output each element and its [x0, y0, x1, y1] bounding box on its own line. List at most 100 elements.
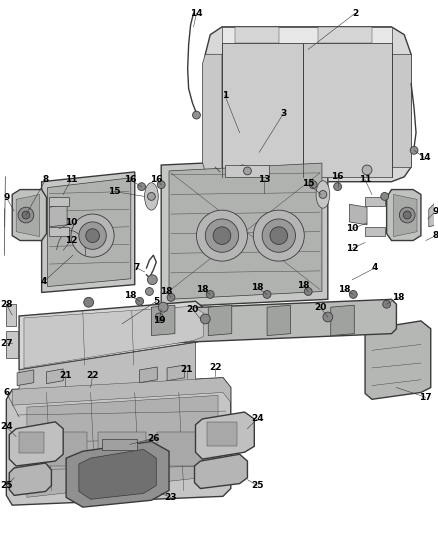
Text: 18: 18 — [297, 281, 310, 290]
Polygon shape — [66, 441, 169, 507]
Text: 14: 14 — [190, 9, 203, 18]
Polygon shape — [27, 395, 218, 497]
Text: 18: 18 — [251, 283, 264, 292]
Polygon shape — [24, 306, 203, 368]
Bar — [365, 197, 385, 206]
Bar — [207, 422, 237, 446]
Circle shape — [148, 192, 155, 200]
Polygon shape — [222, 43, 303, 177]
Text: 18: 18 — [338, 285, 351, 294]
Text: 26: 26 — [147, 434, 159, 443]
Text: 18: 18 — [160, 287, 172, 296]
Polygon shape — [167, 365, 185, 381]
Text: 22: 22 — [209, 364, 221, 373]
Polygon shape — [79, 449, 156, 499]
Circle shape — [167, 294, 175, 301]
Polygon shape — [303, 43, 392, 177]
Circle shape — [136, 297, 144, 305]
Circle shape — [350, 290, 357, 298]
Text: 17: 17 — [420, 393, 432, 402]
Polygon shape — [49, 204, 67, 227]
Bar — [102, 439, 137, 450]
Polygon shape — [12, 190, 46, 240]
Text: 1: 1 — [222, 91, 228, 100]
Text: 25: 25 — [0, 481, 13, 490]
Text: 9: 9 — [432, 207, 438, 216]
Text: 12: 12 — [346, 244, 359, 253]
Circle shape — [71, 214, 114, 257]
Circle shape — [270, 227, 288, 245]
Circle shape — [304, 288, 312, 295]
Text: 11: 11 — [359, 175, 371, 184]
Circle shape — [362, 165, 372, 175]
Circle shape — [244, 167, 251, 175]
Circle shape — [197, 210, 247, 261]
Text: 6: 6 — [3, 388, 10, 397]
Polygon shape — [19, 301, 205, 370]
Bar — [49, 197, 69, 206]
Polygon shape — [318, 27, 372, 43]
Text: 16: 16 — [332, 172, 344, 181]
Ellipse shape — [145, 183, 158, 210]
Text: 2: 2 — [352, 9, 358, 18]
Circle shape — [334, 183, 342, 190]
Text: 28: 28 — [0, 300, 13, 309]
Polygon shape — [235, 27, 279, 43]
Circle shape — [22, 211, 30, 219]
Polygon shape — [169, 163, 322, 300]
Polygon shape — [19, 343, 195, 391]
Polygon shape — [331, 305, 354, 336]
Polygon shape — [46, 369, 63, 384]
Circle shape — [213, 227, 231, 245]
Bar — [99, 432, 145, 466]
Bar — [157, 432, 204, 466]
Text: 18: 18 — [196, 285, 208, 294]
Text: 3: 3 — [281, 109, 287, 118]
Text: 20: 20 — [187, 305, 199, 313]
Circle shape — [262, 219, 296, 252]
Circle shape — [145, 288, 153, 295]
Text: 7: 7 — [134, 263, 140, 272]
Polygon shape — [194, 454, 247, 489]
Text: 23: 23 — [165, 493, 177, 502]
Text: 10: 10 — [346, 224, 359, 233]
Text: 18: 18 — [124, 291, 136, 300]
Polygon shape — [202, 54, 222, 172]
Ellipse shape — [316, 181, 330, 208]
Circle shape — [323, 312, 333, 322]
Bar — [365, 227, 385, 236]
Circle shape — [193, 111, 201, 119]
Polygon shape — [222, 27, 392, 43]
Polygon shape — [17, 370, 34, 385]
Circle shape — [158, 302, 168, 312]
Text: 25: 25 — [251, 481, 264, 490]
Circle shape — [399, 207, 415, 223]
Polygon shape — [392, 54, 411, 167]
Polygon shape — [12, 378, 231, 405]
Polygon shape — [16, 195, 40, 237]
Polygon shape — [0, 199, 4, 227]
Circle shape — [253, 210, 304, 261]
Bar — [6, 330, 18, 358]
Polygon shape — [9, 463, 51, 495]
Polygon shape — [42, 172, 135, 293]
Circle shape — [157, 181, 165, 189]
Polygon shape — [9, 422, 63, 466]
Circle shape — [18, 207, 34, 223]
Text: 20: 20 — [314, 303, 326, 312]
Text: 4: 4 — [372, 263, 378, 272]
Circle shape — [205, 219, 239, 252]
Polygon shape — [393, 195, 417, 237]
Circle shape — [263, 290, 271, 298]
Polygon shape — [365, 321, 431, 399]
Text: 18: 18 — [392, 293, 405, 302]
Bar — [6, 304, 16, 326]
Text: 14: 14 — [417, 153, 430, 161]
Polygon shape — [205, 27, 411, 182]
Polygon shape — [225, 165, 269, 177]
Circle shape — [138, 183, 145, 190]
Polygon shape — [429, 199, 438, 227]
Polygon shape — [208, 305, 232, 336]
Text: 12: 12 — [65, 236, 77, 245]
Circle shape — [201, 314, 210, 324]
